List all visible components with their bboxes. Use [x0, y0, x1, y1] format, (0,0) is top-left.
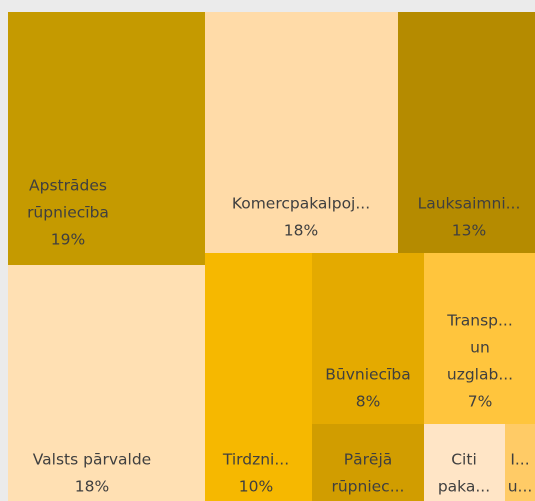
tile	[205, 253, 312, 501]
tile-value: 18%	[284, 222, 318, 240]
tile-label: Būvniecība	[325, 366, 410, 384]
tile-label: I...	[510, 451, 529, 469]
tile-label: Komercpakalpoj...	[232, 195, 370, 213]
tile-label: rūpniecība	[27, 204, 109, 222]
tile-value: 10%	[239, 478, 273, 496]
tile	[312, 424, 424, 501]
tile-label: u...	[508, 478, 533, 496]
tile-label: Transp...	[446, 312, 513, 330]
tile-label: un	[470, 339, 490, 357]
tile-value: 8%	[356, 393, 381, 411]
tile	[505, 424, 535, 501]
tile-label: Pārējā	[344, 451, 393, 469]
tile-label: Lauksaimni...	[418, 195, 521, 213]
tile	[8, 12, 205, 265]
tile-value: 18%	[75, 478, 109, 496]
tile	[8, 265, 205, 501]
tile	[424, 424, 505, 501]
tile-label: Apstrādes	[29, 177, 107, 195]
tile	[424, 253, 535, 424]
tile-value: 7%	[468, 393, 493, 411]
tile	[398, 12, 535, 253]
tile-value: 13%	[452, 222, 486, 240]
tile	[205, 12, 398, 253]
tile-label: paka...	[438, 478, 490, 496]
tile	[312, 253, 424, 424]
tile-label: rūpniec...	[331, 478, 404, 496]
tile-label: Valsts pārvalde	[33, 451, 151, 469]
tile-label: uzglab...	[447, 366, 513, 384]
tile-label: Tirdzni...	[222, 451, 289, 469]
tile-label: Citi	[451, 451, 477, 469]
tile-value: 19%	[51, 231, 85, 249]
